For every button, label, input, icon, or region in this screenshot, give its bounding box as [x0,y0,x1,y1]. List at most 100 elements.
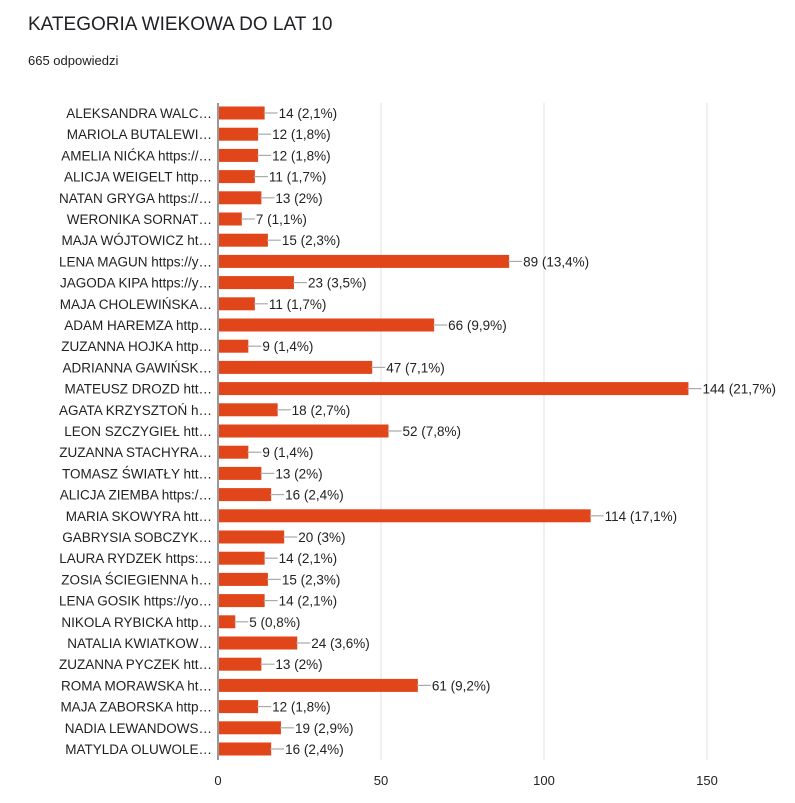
category-label: MARIOLA BUTALEWI… [67,127,212,142]
data-label: 16 (2,4%) [285,742,344,757]
bar [219,297,255,311]
data-label: 14 (2,1%) [279,551,338,566]
data-label: 14 (2,1%) [279,594,338,609]
category-label: MAJA WÓJTOWICZ ht… [61,233,212,248]
category-label: LEON SZCZYGIEŁ htt… [64,424,212,439]
data-label: 66 (9,9%) [448,318,507,333]
bar [219,742,272,756]
bar [219,233,268,247]
data-label: 11 (1,7%) [269,297,327,312]
data-label: 13 (2%) [275,657,322,672]
category-label: TOMASZ ŚWIATŁY htt… [62,466,212,481]
category-label: ADRIANNA GAWIŃSK… [62,360,212,375]
data-label: 18 (2,7%) [292,403,351,418]
bar [219,382,689,396]
category-label: MATYLDA OLUWOLE… [65,742,212,757]
data-label: 7 (1,1%) [256,212,307,227]
category-label: ADAM HAREMZA http… [64,318,212,333]
data-label: 9 (1,4%) [262,339,313,354]
bar [219,254,510,268]
category-label: NADIA LEWANDOWS… [65,721,212,736]
bar [219,276,294,290]
bar [219,530,285,544]
x-tick-label: 100 [533,773,555,788]
bar [219,106,265,120]
category-label: ZOSIA ŚCIEGIENNA h… [61,572,212,587]
data-label: 13 (2%) [275,466,322,481]
data-label: 24 (3,6%) [311,636,370,651]
bar [219,721,281,735]
bar [219,551,265,565]
category-label: LENA MAGUN https://y… [59,254,212,269]
category-label: AGATA KRZYSZTOŃ h… [59,403,212,418]
data-label: 52 (7,8%) [403,424,462,439]
data-label: 23 (3,5%) [308,276,367,291]
bar [219,191,262,205]
bar [219,488,272,502]
data-label: 12 (1,8%) [272,127,331,142]
category-label: ZUZANNA STACHYRA… [59,445,212,460]
category-label: LENA GOSIK https://yo… [59,594,212,609]
category-label: AMELIA NIĆKA https://… [61,148,212,163]
bar [219,572,268,586]
bar [219,466,262,480]
bar [219,615,236,629]
x-tick-label: 150 [696,773,718,788]
category-label: MAJA CHOLEWIŃSKA… [60,297,212,312]
bar [219,127,259,141]
category-label: LAURA RYDZEK https:… [59,551,212,566]
category-label: ALICJA WEIGELT http… [64,170,212,185]
chart-title: KATEGORIA WIEKOWA DO LAT 10 [28,14,333,35]
bar [219,445,249,459]
category-label: MARIA SKOWYRA htt… [66,509,212,524]
response-count: 665 odpowiedzi [28,53,119,68]
bar [219,212,242,226]
bar [219,170,255,184]
bar [219,509,591,523]
bar [219,360,373,374]
data-label: 114 (17,1%) [605,509,678,524]
data-label: 13 (2%) [275,191,322,206]
data-label: 19 (2,9%) [295,721,354,736]
bar [219,339,249,353]
data-label: 15 (2,3%) [282,233,341,248]
data-label: 12 (1,8%) [272,700,331,715]
data-label: 47 (7,1%) [386,360,445,375]
category-label: ALICJA ZIEMBA https:/… [60,488,212,503]
category-label: WERONIKA SORNAT… [67,212,212,227]
category-label: ZUZANNA HOJKA http… [61,339,212,354]
category-label: NIKOLA RYBICKA http… [61,615,212,630]
bar [219,318,435,332]
category-label: NATALIA KWIATKOW… [67,636,212,651]
category-label: MAJA ZABORSKA http… [60,700,212,715]
data-label: 61 (9,2%) [432,678,491,693]
data-label: 89 (13,4%) [523,254,589,269]
data-label: 16 (2,4%) [285,488,344,503]
data-label: 15 (2,3%) [282,572,341,587]
x-tick-label: 50 [374,773,388,788]
data-label: 144 (21,7%) [702,382,776,397]
bar [219,657,262,671]
data-label: 20 (3%) [298,530,345,545]
bar [219,594,265,608]
category-label: MATEUSZ DROZD htt… [64,382,212,397]
data-label: 9 (1,4%) [262,445,313,460]
data-label: 11 (1,7%) [269,170,327,185]
bar [219,700,259,714]
category-label: ROMA MORAWSKA ht… [61,678,212,693]
category-label: ZUZANNA PYCZEK htt… [59,657,212,672]
category-label: ALEKSANDRA WALC… [66,106,212,121]
bar [219,678,418,692]
category-label: NATAN GRYGA https://… [59,191,212,206]
bar [219,403,278,417]
category-label: JAGODA KIPA https://y… [60,276,212,291]
x-tick-label: 0 [214,773,221,788]
bar [219,636,298,650]
bar [219,424,389,438]
bar [219,148,259,162]
data-label: 5 (0,8%) [249,615,300,630]
data-label: 14 (2,1%) [279,106,338,121]
data-label: 12 (1,8%) [272,148,331,163]
category-label: GABRYSIA SOBCZYK… [62,530,212,545]
